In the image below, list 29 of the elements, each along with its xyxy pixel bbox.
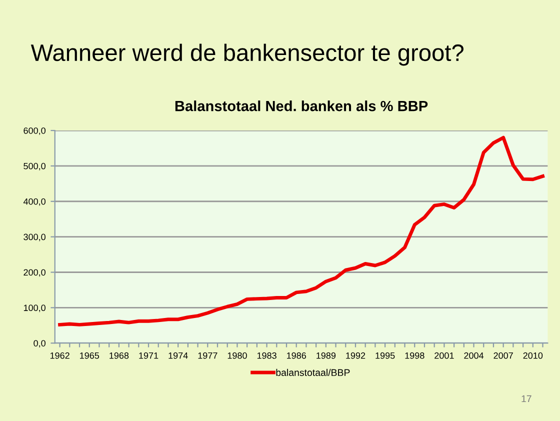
x-tick-label: 1995	[376, 352, 395, 359]
x-tick-label: 1974	[168, 352, 188, 359]
x-tick-label: 1992	[346, 352, 366, 359]
x-tick-label: 1968	[110, 352, 129, 359]
x-tick-label: 1998	[405, 352, 424, 359]
y-tick-label: 400,0	[23, 198, 46, 206]
chart-subtitle: Wanneer werd de bankensector te groot?	[30, 44, 464, 66]
y-tick-label: 200,0	[24, 269, 46, 277]
x-tick-label: 1977	[198, 352, 218, 359]
x-tick-label: 2001	[434, 352, 454, 359]
x-tick-label: 1971	[139, 352, 158, 359]
y-tick-label: 100,0	[24, 304, 46, 312]
line-series	[58, 136, 544, 326]
x-tick-label: 1962	[50, 352, 70, 359]
x-tick-label: 1983	[257, 352, 276, 359]
x-tick-label: 1980	[228, 352, 247, 359]
x-tick-label: 1989	[316, 352, 336, 359]
x-tick-label: 2004	[464, 352, 484, 359]
x-tick-label: 2007	[494, 352, 513, 359]
y-tick-label: 300,0	[24, 234, 46, 242]
x-tick-label: 2010	[523, 352, 543, 359]
x-tick-label: 1986	[287, 352, 306, 359]
y-tick-label: 500,0	[24, 162, 46, 170]
y-tick-label: 600,0	[24, 127, 46, 135]
chart-title: Balanstotaal Ned. banken als % BBP	[175, 100, 428, 112]
x-tick-label: 1965	[80, 352, 100, 359]
text: 17	[522, 395, 532, 402]
y-tick-label: 0,0	[34, 340, 46, 348]
legend-label: balanstotaal/BBP	[276, 368, 350, 376]
